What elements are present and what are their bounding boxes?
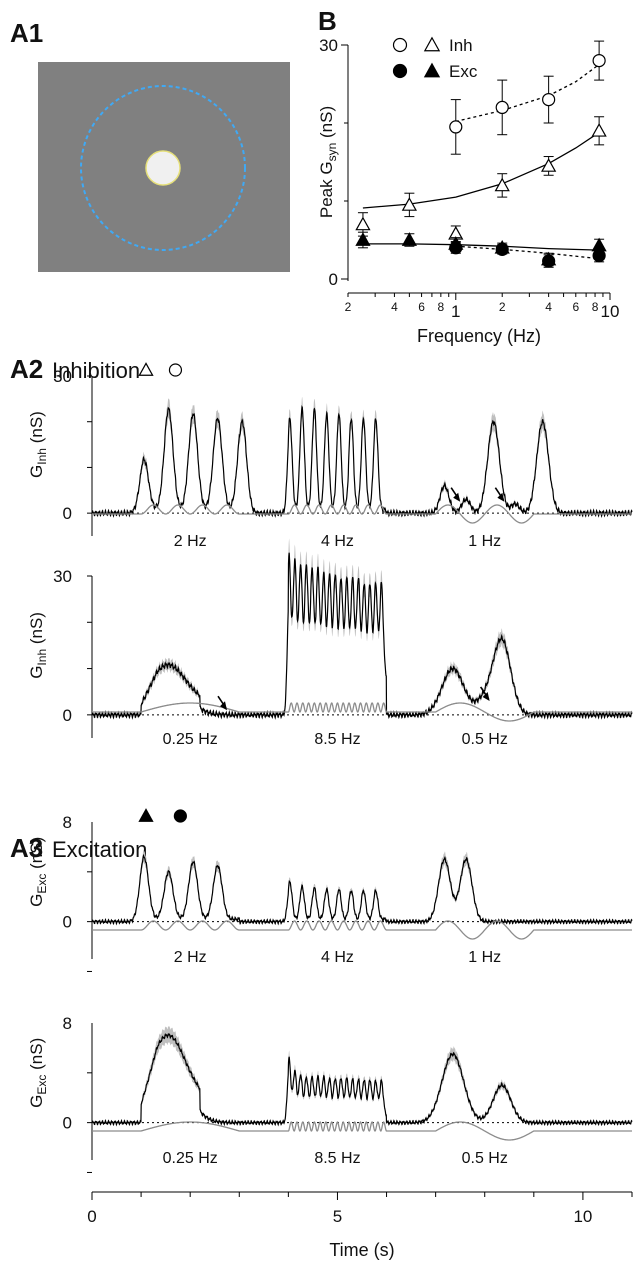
x-tick-label: 5 (333, 1207, 342, 1226)
conductance-trace (91, 405, 633, 519)
x-tick-label: 8 (592, 300, 599, 314)
excitation-trace-top: 0 8 GExc (nS) 2 Hz 4 Hz 1 Hz (27, 808, 633, 972)
conductance-trace (91, 853, 633, 926)
stimulus-waveform (92, 920, 632, 940)
excitation-trace-bottom: 0 8 GExc (nS) 0.25 Hz 8.5 Hz 0.5 Hz 0 5 10 Time (… (27, 1014, 633, 1260)
y-tick-label: 0 (63, 1114, 72, 1133)
inhibition-trace-bottom: 0 30 GInh (nS) 0.25 Hz 8.5 Hz 0.5 Hz (27, 538, 633, 748)
conductance-trace (91, 1032, 633, 1127)
data-point (401, 232, 417, 246)
x-tick-label: 2 (499, 300, 506, 314)
y-tick-label: 8 (63, 1014, 72, 1033)
data-point (449, 241, 463, 255)
x-tick-label: 4 (391, 300, 398, 314)
x-tick-label: 6 (418, 300, 425, 314)
inhibition-trace-top: 0 30 GInh (nS) 2 Hz 4 Hz 1 Hz (27, 362, 633, 550)
data-point (542, 92, 556, 107)
frequency-label: 8.5 Hz (314, 1150, 360, 1167)
panel-label-a3: A3 (10, 833, 43, 863)
data-point (592, 249, 606, 263)
frequency-label: 8.5 Hz (314, 731, 360, 748)
panel-label-b: B (318, 6, 337, 36)
annulus-outline (80, 85, 246, 251)
data-point (541, 158, 557, 172)
data-point (591, 122, 607, 137)
phase-marker (138, 362, 154, 376)
x-tick-label: 8 (438, 300, 445, 314)
y-tick-label: 0 (63, 504, 72, 523)
x-tick-label: 0 (87, 1207, 96, 1226)
panel-title-a2: Inhibition (52, 358, 140, 383)
arrow-head (453, 492, 461, 502)
x-tick-label: 10 (573, 1207, 592, 1226)
conductance-trace (91, 552, 633, 720)
frequency-label: 0.25 Hz (163, 731, 218, 748)
trace-sem-band (92, 849, 632, 925)
data-point (401, 197, 417, 211)
x-tick-label: 6 (572, 300, 579, 314)
y-axis-label: GExc (nS) (27, 837, 49, 907)
legend-marker (392, 37, 408, 53)
legend-label: Exc (449, 62, 478, 81)
arrow-head (497, 492, 505, 502)
phase-marker (168, 363, 183, 377)
legend-label: Inh (449, 36, 473, 55)
stimulus-waveform (92, 504, 632, 524)
data-point (495, 242, 509, 256)
legend-marker (392, 63, 408, 79)
arrow-head (220, 701, 227, 711)
y-tick-label: 0 (63, 913, 72, 932)
panel-label-a2: A2 (10, 354, 43, 384)
stimulus-image (38, 62, 290, 272)
y-axis-label: Peak Gsyn (nS) (317, 106, 339, 218)
fit-curve (362, 243, 600, 251)
panel-title-a3: Excitation (52, 837, 147, 862)
panel-label-a1: A1 (10, 18, 43, 48)
data-point (592, 53, 606, 68)
frequency-label: 1 Hz (468, 949, 501, 966)
x-tick-label: 4 (545, 300, 552, 314)
frequency-label: 4 Hz (321, 949, 354, 966)
fit-curve (362, 131, 600, 209)
y-tick-label: 30 (319, 36, 338, 55)
frequency-label: 0.25 Hz (163, 1150, 218, 1167)
x-axis-label: Time (s) (329, 1240, 394, 1260)
arrow-head (482, 691, 490, 701)
trace-sem-band (92, 1026, 632, 1126)
frequency-label: 4 Hz (321, 533, 354, 550)
legend-marker (423, 36, 441, 52)
y-tick-label: 0 (329, 270, 338, 289)
x-tick-label: 10 (601, 302, 620, 321)
x-tick-label: 2 (345, 300, 352, 314)
y-tick-label: 8 (63, 813, 72, 832)
frequency-label: 0.5 Hz (462, 1150, 508, 1167)
frequency-label: 2 Hz (174, 949, 207, 966)
data-point (355, 216, 371, 231)
frequency-label: 1 Hz (468, 533, 501, 550)
y-axis-label: GInh (nS) (27, 411, 49, 478)
legend-marker (423, 62, 441, 78)
center-spot (145, 150, 181, 186)
stimulus-waveform (92, 1121, 632, 1141)
y-tick-label: 30 (53, 567, 72, 586)
frequency-label: 0.5 Hz (462, 731, 508, 748)
data-point (355, 232, 371, 246)
phase-marker (138, 808, 154, 822)
frequency-label: 2 Hz (174, 533, 207, 550)
phase-marker (173, 809, 187, 823)
data-point (495, 100, 509, 115)
data-point (494, 177, 510, 192)
y-axis-label: GExc (nS) (27, 1038, 49, 1108)
x-axis-label: Frequency (Hz) (417, 326, 541, 346)
y-tick-label: 30 (53, 367, 72, 386)
y-tick-label: 0 (63, 706, 72, 725)
x-tick-label: 1 (451, 302, 460, 321)
stimulus-waveform (92, 702, 632, 722)
y-axis-label: GInh (nS) (27, 612, 49, 679)
data-point (449, 120, 463, 134)
data-point (542, 254, 556, 268)
